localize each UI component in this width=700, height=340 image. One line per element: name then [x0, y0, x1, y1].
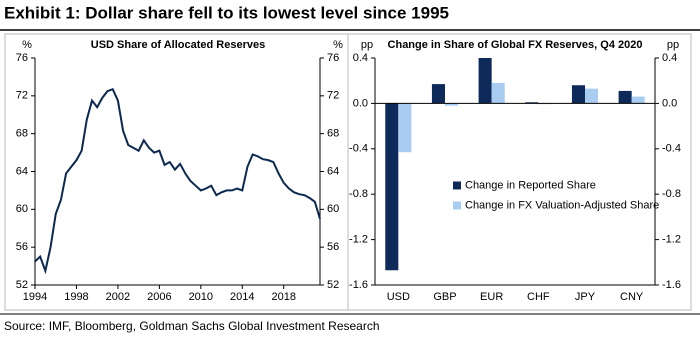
y2-tick-label: 52 — [327, 279, 339, 291]
source: Source: IMF, Bloomberg, Goldman Sachs Gl… — [4, 319, 380, 333]
y-tick-label: -1.2 — [349, 234, 368, 246]
y-tick-label: 56 — [16, 241, 28, 253]
y2-tick-label: -0.8 — [662, 188, 681, 200]
y-tick-label: 0.0 — [353, 97, 368, 109]
y-tick-label: 76 — [16, 52, 28, 64]
y-unit: pp — [361, 39, 373, 51]
bar — [631, 96, 645, 104]
y2-unit: pp — [667, 39, 679, 51]
x-tick-label: 2010 — [189, 291, 213, 303]
y-tick-label: 60 — [16, 203, 28, 215]
x-tick-label: 1994 — [23, 291, 47, 303]
x-tick-label: EUR — [480, 291, 503, 303]
bar — [618, 90, 632, 104]
legend-label: Change in Reported Share — [465, 179, 596, 191]
y-tick-label: 72 — [16, 90, 28, 102]
legend-label: Change in FX Valuation-Adjusted Share — [465, 199, 659, 211]
y2-tick-label: 76 — [327, 52, 339, 64]
y2-unit: % — [333, 39, 343, 51]
y-tick-label: 0.4 — [353, 52, 368, 64]
y-tick-label: -1.6 — [349, 279, 368, 291]
y-tick-label: -0.8 — [349, 188, 368, 200]
x-tick-label: JPY — [575, 291, 596, 303]
y2-tick-label: -0.4 — [662, 143, 681, 155]
bar — [445, 103, 459, 106]
chart-title: USD Share of Allocated Reserves — [91, 39, 265, 51]
legend-swatch — [453, 181, 461, 190]
x-tick-label: 2002 — [106, 291, 130, 303]
x-tick-label: 2006 — [147, 291, 171, 303]
x-tick-label: GBP — [433, 291, 456, 303]
bar — [491, 82, 505, 104]
exhibit-title: Exhibit 1: Dollar share fell to its lowe… — [4, 3, 449, 22]
y2-tick-label: 60 — [327, 203, 339, 215]
y2-tick-label: 64 — [327, 165, 339, 177]
bar — [385, 103, 399, 271]
y-tick-label: 64 — [16, 165, 28, 177]
x-tick-label: 2014 — [230, 291, 254, 303]
x-tick-label: 2018 — [271, 291, 295, 303]
bar — [585, 88, 599, 104]
bar — [571, 85, 585, 104]
x-tick-label: 1998 — [64, 291, 88, 303]
chart-title: Change in Share of Global FX Reserves, Q… — [388, 39, 643, 51]
y2-tick-label: 72 — [327, 90, 339, 102]
y2-tick-label: 0.4 — [662, 52, 677, 64]
y2-tick-label: -1.6 — [662, 279, 681, 291]
x-tick-label: USD — [387, 291, 410, 303]
x-tick-label: CHF — [527, 291, 550, 303]
legend-swatch — [453, 201, 461, 210]
bar — [431, 84, 445, 104]
y-tick-label: -0.4 — [349, 143, 368, 155]
line-series — [34, 87, 321, 275]
bar — [478, 58, 492, 104]
y-tick-label: 52 — [16, 279, 28, 291]
bar — [525, 102, 539, 104]
y2-tick-label: 56 — [327, 241, 339, 253]
y2-tick-label: 0.0 — [662, 97, 677, 109]
y-tick-label: 68 — [16, 128, 28, 140]
bar — [398, 103, 412, 153]
y2-tick-label: -1.2 — [662, 234, 681, 246]
y-unit: % — [22, 39, 32, 51]
x-tick-label: CNY — [620, 291, 644, 303]
y2-tick-label: 68 — [327, 128, 339, 140]
